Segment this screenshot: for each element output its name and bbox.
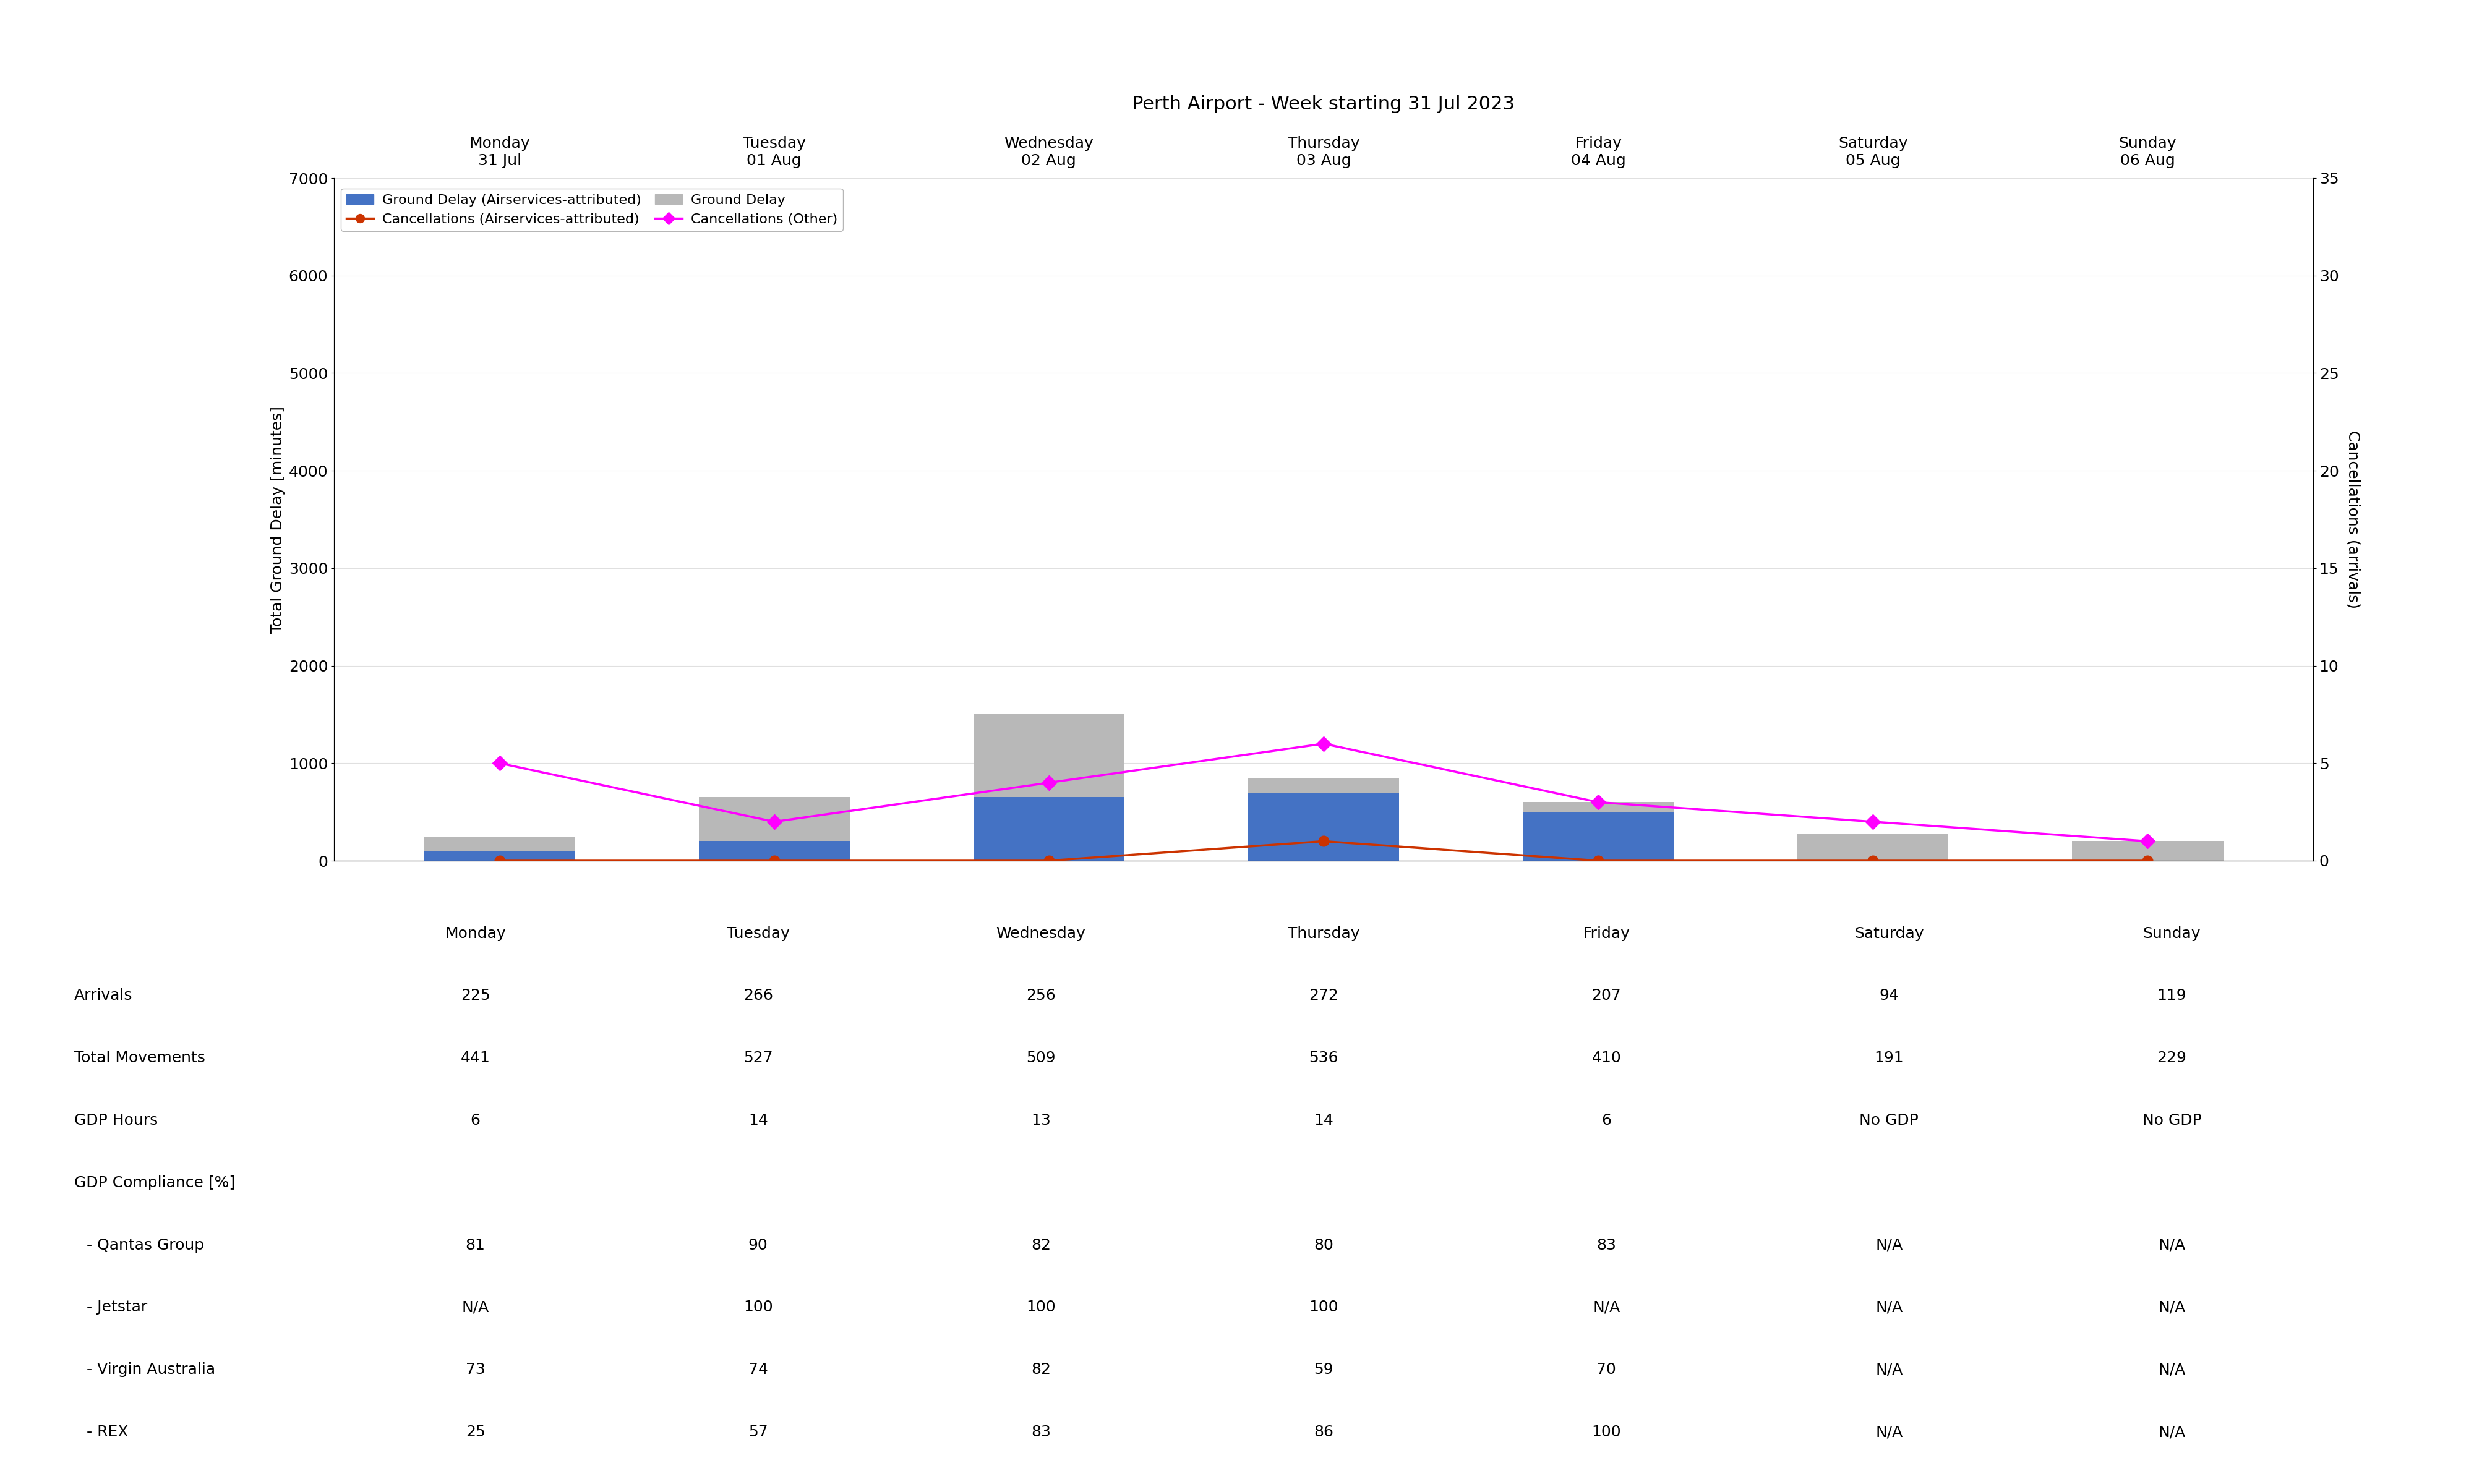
Text: Arrivals: Arrivals [74, 988, 134, 1003]
Text: 80: 80 [1314, 1238, 1333, 1252]
Bar [1799, 834, 1950, 861]
Bar [1522, 803, 1675, 861]
Text: 410: 410 [1591, 1051, 1620, 1066]
Text: No GDP: No GDP [1860, 1113, 1920, 1128]
Text: Saturday: Saturday [1856, 926, 1925, 941]
Text: 266: 266 [742, 988, 772, 1003]
Title: Perth Airport - Week starting 31 Jul 2023: Perth Airport - Week starting 31 Jul 202… [1133, 95, 1514, 113]
Text: N/A: N/A [1875, 1300, 1903, 1315]
Text: Wednesday: Wednesday [997, 926, 1086, 941]
Text: 100: 100 [1027, 1300, 1056, 1315]
Bar [972, 714, 1126, 861]
Cancellations (Other) [485, 754, 515, 772]
Bar [1247, 792, 1400, 861]
Text: 73: 73 [465, 1362, 485, 1377]
Y-axis label: Cancellations (arrivals): Cancellations (arrivals) [2345, 430, 2360, 608]
Text: N/A: N/A [2157, 1362, 2185, 1377]
Text: 191: 191 [1875, 1051, 1905, 1066]
Bar [423, 850, 574, 861]
Cancellations (Airservices-attributed) [2133, 852, 2162, 870]
Bar [2073, 841, 2224, 861]
Cancellations (Other) [1858, 813, 1888, 831]
Text: 6: 6 [1601, 1113, 1611, 1128]
Text: 25: 25 [465, 1425, 485, 1439]
Text: Thursday: Thursday [1286, 926, 1361, 941]
Text: - REX: - REX [87, 1425, 129, 1439]
Cancellations (Airservices-attributed) [1034, 852, 1064, 870]
Text: - Qantas Group: - Qantas Group [87, 1238, 205, 1252]
Text: Total Movements: Total Movements [74, 1051, 205, 1066]
Text: 59: 59 [1314, 1362, 1333, 1377]
Text: 74: 74 [747, 1362, 767, 1377]
Cancellations (Other) [1309, 735, 1338, 752]
Text: 14: 14 [1314, 1113, 1333, 1128]
Text: GDP Compliance [%]: GDP Compliance [%] [74, 1175, 235, 1190]
Text: 82: 82 [1032, 1238, 1051, 1252]
Text: 527: 527 [742, 1051, 772, 1066]
Cancellations (Other) [1034, 773, 1064, 791]
Text: 14: 14 [747, 1113, 767, 1128]
Text: N/A: N/A [2157, 1238, 2185, 1252]
Text: 82: 82 [1032, 1362, 1051, 1377]
Text: N/A: N/A [1593, 1300, 1620, 1315]
Text: 81: 81 [465, 1238, 485, 1252]
Line: Cancellations (Other): Cancellations (Other) [495, 739, 2152, 846]
Cancellations (Other) [760, 813, 789, 831]
Cancellations (Airservices-attributed) [1583, 852, 1613, 870]
Text: - Virgin Australia: - Virgin Australia [87, 1362, 215, 1377]
Line: Cancellations (Airservices-attributed): Cancellations (Airservices-attributed) [495, 835, 2152, 865]
Text: No GDP: No GDP [2142, 1113, 2202, 1128]
Text: 6: 6 [470, 1113, 480, 1128]
Text: 57: 57 [747, 1425, 767, 1439]
Legend: Ground Delay (Airservices-attributed), Cancellations (Airservices-attributed), G: Ground Delay (Airservices-attributed), C… [341, 188, 844, 232]
Bar [972, 797, 1126, 861]
Text: 441: 441 [460, 1051, 490, 1066]
Text: 83: 83 [1032, 1425, 1051, 1439]
Text: 94: 94 [1880, 988, 1900, 1003]
Text: 229: 229 [2157, 1051, 2187, 1066]
Text: 272: 272 [1309, 988, 1338, 1003]
Text: 207: 207 [1591, 988, 1620, 1003]
Text: 119: 119 [2157, 988, 2187, 1003]
Text: 70: 70 [1596, 1362, 1616, 1377]
Text: 13: 13 [1032, 1113, 1051, 1128]
Text: N/A: N/A [463, 1300, 490, 1315]
Cancellations (Airservices-attributed) [1858, 852, 1888, 870]
Bar [698, 841, 849, 861]
Text: 100: 100 [1591, 1425, 1620, 1439]
Text: 536: 536 [1309, 1051, 1338, 1066]
Text: 86: 86 [1314, 1425, 1333, 1439]
Cancellations (Other) [2133, 833, 2162, 850]
Text: N/A: N/A [1875, 1362, 1903, 1377]
Text: 100: 100 [742, 1300, 772, 1315]
Cancellations (Airservices-attributed) [1309, 833, 1338, 850]
Text: Tuesday: Tuesday [727, 926, 789, 941]
Y-axis label: Total Ground Delay [minutes]: Total Ground Delay [minutes] [270, 407, 285, 632]
Text: - Jetstar: - Jetstar [87, 1300, 148, 1315]
Text: Monday: Monday [445, 926, 505, 941]
Cancellations (Other) [1583, 794, 1613, 812]
Text: N/A: N/A [1875, 1425, 1903, 1439]
Text: 256: 256 [1027, 988, 1056, 1003]
Bar [423, 837, 574, 861]
Cancellations (Airservices-attributed) [485, 852, 515, 870]
Text: 100: 100 [1309, 1300, 1338, 1315]
Text: 90: 90 [747, 1238, 767, 1252]
Text: N/A: N/A [2157, 1300, 2185, 1315]
Text: 225: 225 [460, 988, 490, 1003]
Bar [1522, 812, 1675, 861]
Text: GDP Hours: GDP Hours [74, 1113, 158, 1128]
Bar [698, 797, 849, 861]
Text: 83: 83 [1596, 1238, 1616, 1252]
Text: Friday: Friday [1583, 926, 1630, 941]
Text: N/A: N/A [2157, 1425, 2185, 1439]
Text: Sunday: Sunday [2142, 926, 2202, 941]
Text: N/A: N/A [1875, 1238, 1903, 1252]
Cancellations (Airservices-attributed) [760, 852, 789, 870]
Bar [1247, 778, 1400, 861]
Text: 509: 509 [1027, 1051, 1056, 1066]
